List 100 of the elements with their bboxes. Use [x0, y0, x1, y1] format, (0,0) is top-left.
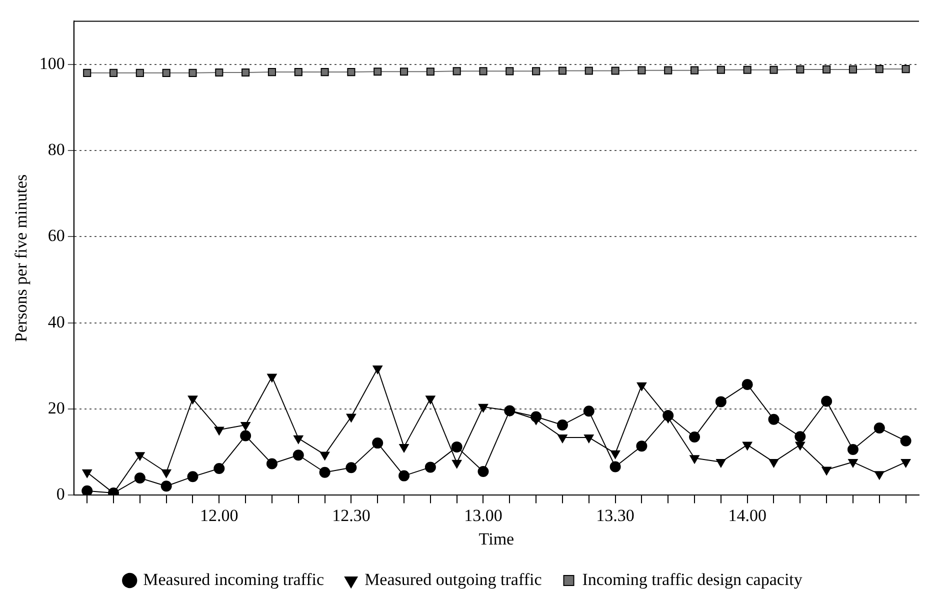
- point: [848, 459, 858, 468]
- point: [583, 406, 594, 417]
- point: [900, 435, 912, 446]
- point: [742, 442, 752, 450]
- point: [716, 459, 726, 468]
- point: [240, 422, 250, 430]
- point: [160, 480, 172, 492]
- legend-label: Measured outgoing traffic: [364, 570, 542, 589]
- point: [478, 466, 489, 477]
- point: [822, 466, 832, 476]
- point: [768, 459, 779, 468]
- point: [451, 441, 462, 452]
- x-tick-label: 13.30: [596, 506, 634, 525]
- point: [214, 426, 224, 436]
- point: [584, 66, 593, 75]
- point: [136, 68, 144, 77]
- point: [400, 68, 408, 76]
- point: [240, 430, 252, 442]
- point: [558, 434, 568, 443]
- y-tick-label: 100: [39, 54, 65, 73]
- point: [187, 471, 198, 482]
- point: [716, 66, 725, 74]
- point: [372, 438, 384, 449]
- x-tick-label: 12.00: [200, 506, 238, 525]
- point: [426, 396, 436, 404]
- point: [478, 404, 488, 412]
- point: [162, 469, 172, 478]
- point: [847, 444, 858, 456]
- point: [268, 68, 276, 76]
- point: [452, 67, 461, 76]
- point: [346, 462, 357, 474]
- point: [424, 462, 436, 473]
- point: [135, 452, 145, 461]
- point: [690, 455, 700, 464]
- point: [479, 67, 488, 76]
- point: [294, 435, 304, 444]
- point: [452, 460, 462, 468]
- point: [83, 68, 92, 77]
- point: [636, 382, 647, 391]
- point: [82, 485, 93, 496]
- point: [584, 434, 594, 443]
- y-tick-label: 80: [48, 140, 65, 159]
- point: [795, 442, 805, 450]
- point: [506, 67, 514, 76]
- point: [346, 414, 356, 422]
- y-tick-label: 20: [48, 398, 65, 418]
- point: [532, 67, 540, 76]
- point: [134, 472, 146, 484]
- point: [556, 419, 568, 430]
- point: [267, 374, 277, 382]
- y-tick-label: 60: [48, 226, 65, 246]
- point: [188, 68, 197, 77]
- point: [266, 458, 278, 470]
- x-axis-title: Time: [478, 529, 514, 548]
- legend-label: Incoming traffic design capacity: [582, 570, 803, 589]
- point: [743, 66, 752, 74]
- point: [610, 450, 620, 459]
- point: [664, 66, 672, 74]
- point: [848, 65, 858, 74]
- x-tick-label: 12.30: [332, 506, 370, 525]
- point: [874, 422, 885, 434]
- point: [320, 452, 330, 460]
- point: [188, 396, 198, 404]
- point: [715, 396, 726, 408]
- point: [558, 66, 567, 75]
- point: [821, 396, 832, 407]
- point: [399, 444, 409, 452]
- point: [742, 378, 753, 390]
- point: [162, 68, 170, 77]
- point: [636, 440, 648, 452]
- point: [398, 470, 410, 482]
- point: [611, 66, 620, 75]
- point: [875, 64, 884, 74]
- point: [319, 466, 330, 478]
- point: [794, 431, 806, 442]
- point: [504, 405, 516, 416]
- point: [294, 68, 302, 76]
- point: [768, 414, 780, 425]
- y-tick-label: 0: [56, 484, 65, 504]
- y-axis-title: Persons per five minutes: [12, 174, 31, 342]
- point: [320, 68, 329, 76]
- point: [902, 64, 910, 74]
- point: [347, 68, 356, 76]
- point: [796, 65, 804, 74]
- x-tick-label: 14.00: [728, 506, 766, 525]
- point: [822, 65, 831, 74]
- point: [638, 66, 646, 74]
- point: [874, 471, 884, 480]
- x-tick-label: 13.00: [464, 506, 502, 525]
- point: [292, 450, 304, 461]
- point: [770, 66, 778, 74]
- point: [900, 459, 911, 468]
- point: [372, 366, 382, 374]
- point: [610, 461, 621, 472]
- point: [82, 469, 92, 478]
- point: [690, 66, 699, 74]
- point: [215, 68, 224, 77]
- point: [109, 68, 118, 77]
- point: [426, 68, 434, 76]
- legend-label: Measured incoming traffic: [143, 570, 325, 589]
